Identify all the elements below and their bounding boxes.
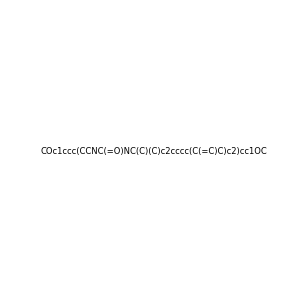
Text: COc1ccc(CCNC(=O)NC(C)(C)c2cccc(C(=C)C)c2)cc1OC: COc1ccc(CCNC(=O)NC(C)(C)c2cccc(C(=C)C)c2… <box>40 147 267 156</box>
